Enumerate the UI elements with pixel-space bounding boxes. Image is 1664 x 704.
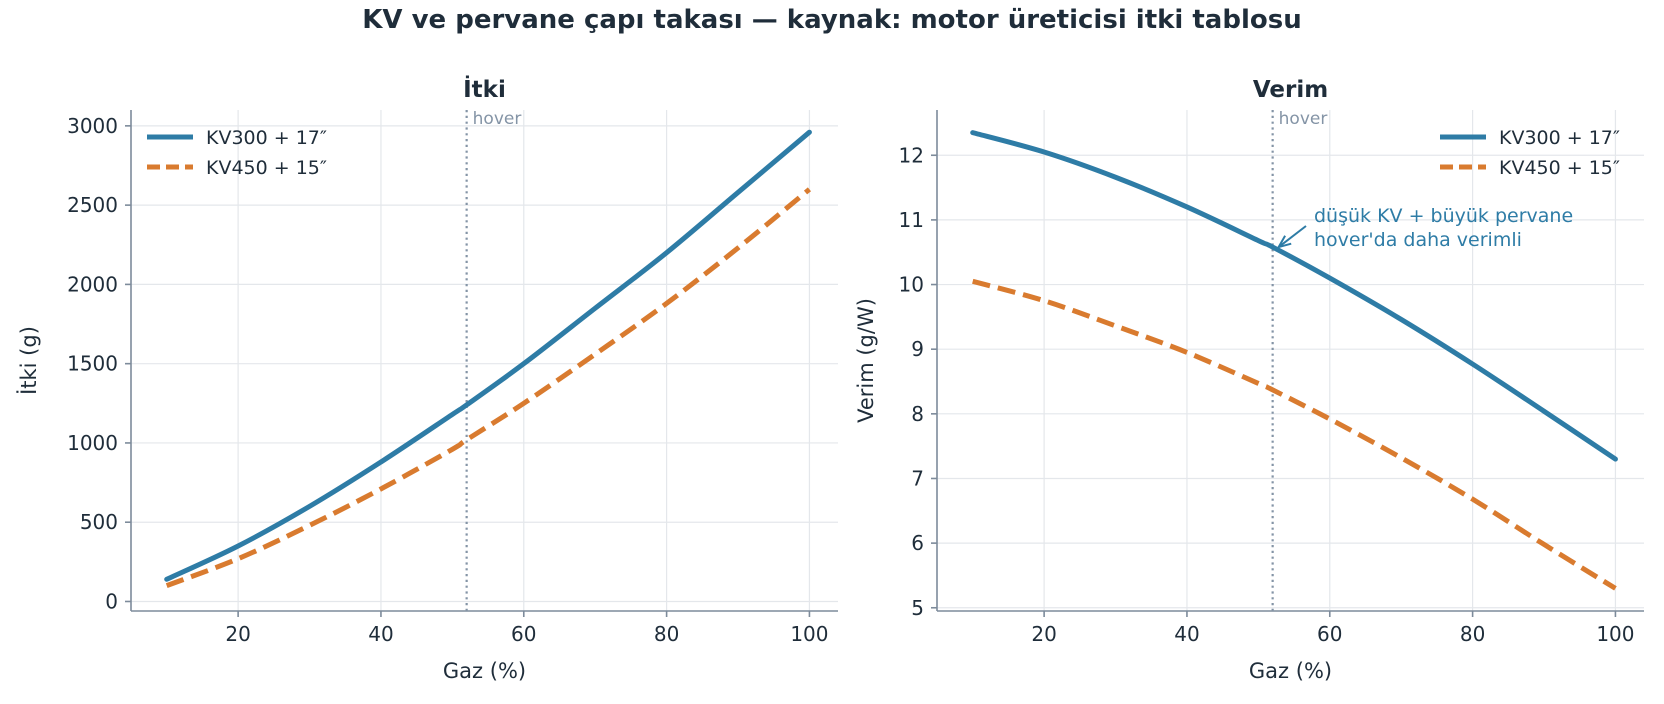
- hover-label: hover: [1279, 109, 1328, 129]
- x-tick-label: 20: [225, 622, 250, 646]
- y-tick-label: 10: [899, 273, 924, 297]
- panel-title: Verim: [1253, 77, 1328, 103]
- figure-title: KV ve pervane çapı takası — kaynak: moto…: [362, 5, 1301, 35]
- x-tick-label: 60: [511, 622, 536, 646]
- x-tick-label: 40: [1174, 622, 1199, 646]
- y-tick-label: 12: [899, 143, 924, 167]
- x-axis-label: Gaz (%): [443, 659, 526, 683]
- y-tick-label: 6: [911, 531, 924, 555]
- y-tick-label: 1000: [67, 431, 118, 455]
- x-tick-label: 80: [654, 622, 679, 646]
- x-tick-label: 80: [1460, 622, 1485, 646]
- y-tick-label: 2000: [67, 272, 118, 296]
- y-tick-label: 1500: [67, 352, 118, 376]
- series-line-1: [970, 130, 1618, 462]
- series-line-2: [972, 278, 1617, 591]
- legend-label: KV300 + 17″: [206, 127, 327, 149]
- panel-title: İtki: [463, 75, 506, 103]
- y-tick-label: 7: [911, 466, 924, 490]
- legend-label: KV450 + 15″: [1499, 157, 1620, 179]
- annotation-text: düşük KV + büyük pervane: [1314, 205, 1573, 227]
- y-tick-label: 500: [80, 510, 118, 534]
- y-tick-label: 3000: [67, 114, 118, 138]
- y-tick-label: 9: [911, 337, 924, 361]
- x-tick-label: 40: [368, 622, 393, 646]
- x-tick-label: 100: [1596, 622, 1634, 646]
- annotation-arrow-shaft: [1278, 225, 1307, 248]
- series-line-1: [164, 129, 812, 582]
- thrust-panel: 20 40 60 80 100050010001500200025003000İtkiG…: [16, 75, 838, 683]
- x-tick-label: 60: [1317, 622, 1342, 646]
- y-tick-label: 8: [911, 402, 924, 426]
- x-axis-label: Gaz (%): [1249, 659, 1332, 683]
- series-line-2: [165, 187, 812, 588]
- y-tick-label: 5: [911, 596, 924, 620]
- y-tick-label: 2500: [67, 193, 118, 217]
- annotation-arrow-head: [1276, 235, 1292, 249]
- hover-label: hover: [473, 109, 522, 129]
- y-tick-label: 0: [105, 589, 118, 613]
- x-tick-label: 100: [790, 622, 828, 646]
- y-axis-label: İtki (g): [16, 326, 41, 395]
- annotation-text: hover'da daha verimli: [1314, 229, 1522, 251]
- legend-label: KV450 + 15″: [206, 157, 327, 179]
- legend-label: KV300 + 17″: [1499, 127, 1620, 149]
- efficiency-panel: 20 40 60 80 100 5 6 7 8 9 10 11 12 Verim Gaz (%) Verim …: [854, 77, 1644, 683]
- y-axis-label: Verim (g/W): [854, 298, 878, 423]
- x-tick-label: 20: [1031, 622, 1056, 646]
- y-tick-label: 11: [899, 208, 924, 232]
